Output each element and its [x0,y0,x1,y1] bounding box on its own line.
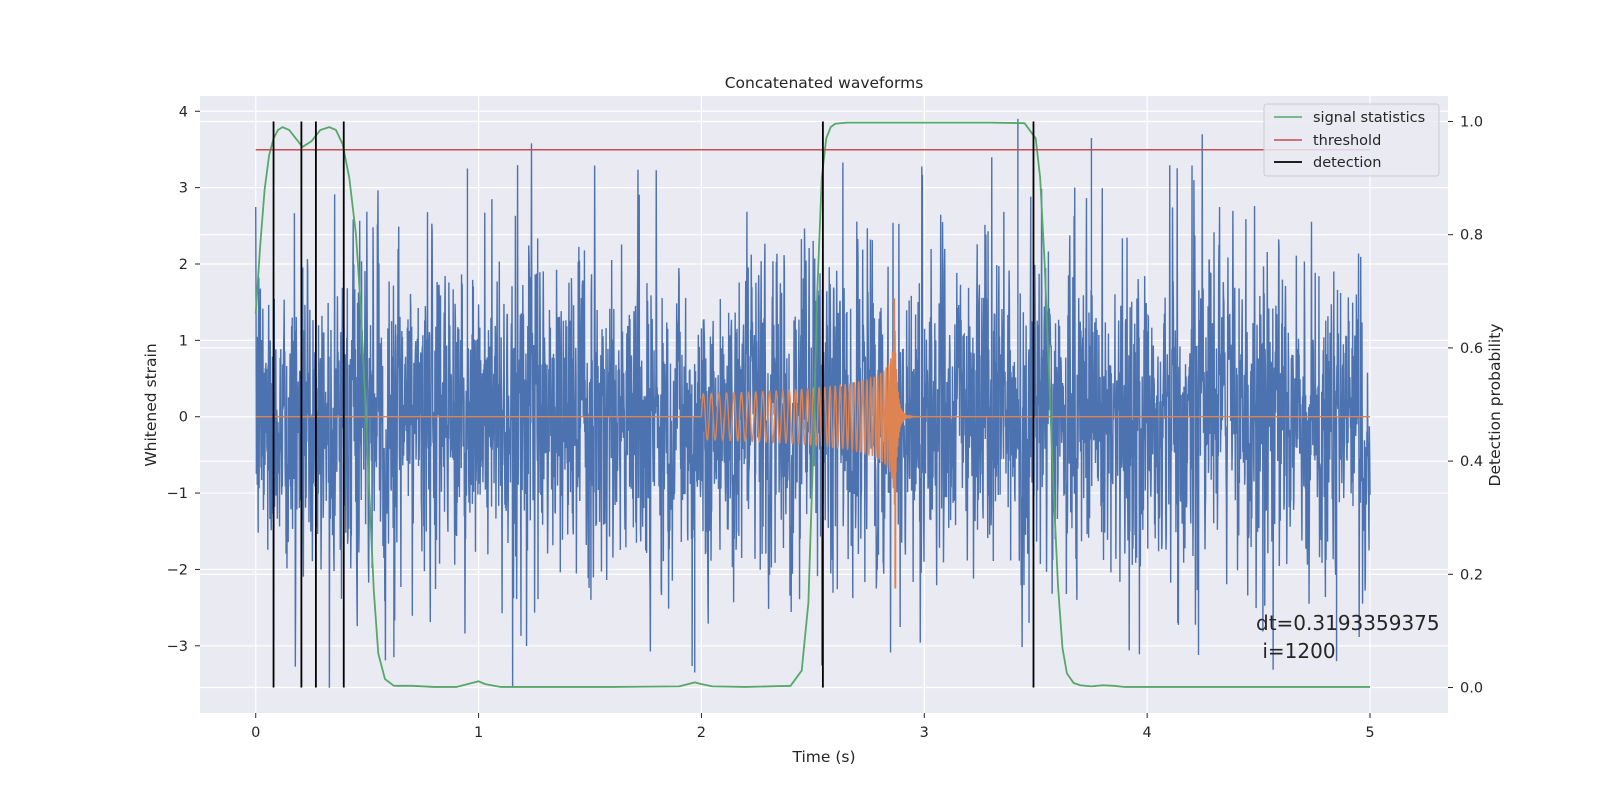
y-right-tick-label-1: 0.2 [1460,567,1483,583]
legend-label-threshold: threshold [1313,133,1381,149]
x-tick-label-4: 4 [1143,725,1152,741]
y-left-tick-label-2: −1 [167,486,188,502]
y-left-tick-label-7: 4 [179,104,188,120]
x-tick-label-3: 3 [920,725,929,741]
y-right-tick-label-0: 0.0 [1460,681,1483,697]
annotation-dt: dt=0.3193359375 [1256,611,1440,635]
legend-label-detection: detection [1313,155,1381,171]
y-right-tick-label-5: 1.0 [1460,114,1483,130]
y-left-tick-label-0: −3 [167,639,188,655]
y-left-tick-label-1: −2 [167,562,188,578]
y-left-tick-label-6: 3 [179,181,188,197]
x-tick-label-1: 1 [474,725,483,741]
tick-layer: 0 1 2 3 4 5 −3 −2 −1 0 1 2 3 4 0.0 0.2 0.4 0.6 0.8 1.0 [167,104,1483,741]
series-layer [254,118,1371,688]
x-tick-label-0: 0 [251,725,260,741]
y-axis-left-label: Whitened strain [142,343,160,466]
y-right-tick-label-4: 0.8 [1460,228,1483,244]
series-signal-statistics [254,121,1370,688]
legend: signal statistics threshold detection [1263,103,1440,177]
legend-frame [1263,103,1440,177]
annotation-iteration: i=1200 [1256,639,1336,663]
y-axis-right-label: Detection probability [1486,324,1504,487]
series-chirp-waveform [255,330,1370,505]
y-right-tick-label-2: 0.4 [1460,454,1483,470]
y-right-tick-label-3: 0.6 [1460,341,1483,357]
y-left-tick-label-5: 2 [179,257,188,273]
y-left-tick-label-3: 0 [179,410,188,426]
chart-title: Concatenated waveforms [725,74,924,92]
y-left-tick-label-4: 1 [179,333,188,349]
x-tick-label-2: 2 [697,725,706,741]
legend-label-signal-statistics: signal statistics [1313,110,1425,126]
x-tick-label-5: 5 [1365,725,1374,741]
x-axis-label: Time (s) [791,748,855,766]
